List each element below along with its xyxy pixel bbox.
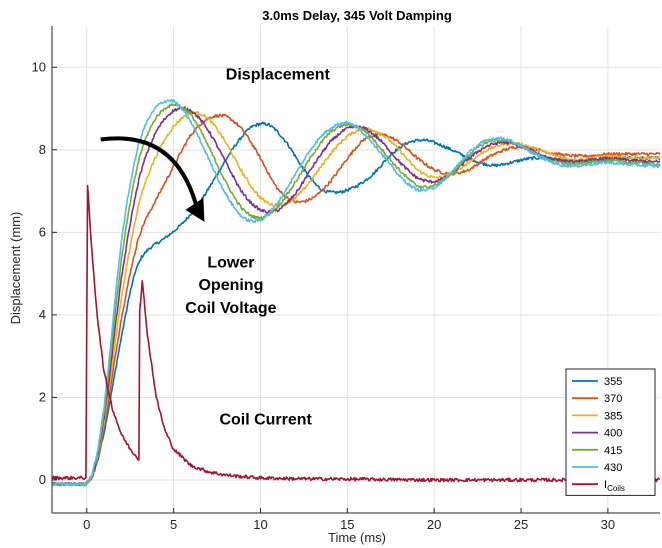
legend-entry: 355 — [604, 376, 622, 388]
x-tick-label: 25 — [514, 517, 528, 532]
x-tick-label: 30 — [601, 517, 615, 532]
annotation-label: Displacement — [226, 67, 331, 84]
y-tick-label: 4 — [39, 307, 46, 322]
legend-entry: 370 — [604, 393, 622, 405]
legend-entry: 430 — [604, 462, 622, 474]
annotation-label: Coil Voltage — [185, 300, 276, 317]
x-axis-title: Time (ms) — [328, 530, 386, 545]
series-line-370 — [51, 113, 661, 487]
x-tick-label: 5 — [170, 517, 177, 532]
legend-entry: 385 — [604, 410, 622, 422]
y-tick-label: 10 — [32, 59, 46, 74]
series-line-430 — [51, 98, 661, 487]
annotations: Displacement Lower Opening Coil Voltage Coil… — [185, 67, 330, 429]
legend-entry: 415 — [604, 445, 622, 457]
curved-arrow-shaft — [100, 136, 200, 211]
chart-title: 3.0ms Delay, 345 Volt Damping — [262, 8, 452, 23]
annotation-label: Lower — [207, 254, 254, 271]
y-axis-title: Displacement (mm) — [8, 212, 23, 325]
grid — [52, 26, 660, 513]
series-line-415 — [51, 103, 661, 487]
x-tick-label: 0 — [83, 517, 90, 532]
y-tick-label: 8 — [39, 142, 46, 157]
curved-arrow-icon — [100, 136, 205, 222]
axes: 0 5 10 15 20 25 30 0 2 4 6 8 10 — [32, 26, 660, 532]
y-tick-label: 6 — [39, 224, 46, 239]
x-tick-label: 15 — [340, 517, 354, 532]
plot-area — [52, 26, 660, 513]
series-line-I_Coils — [51, 184, 661, 483]
series-line-385 — [51, 110, 661, 487]
annotation-label: Opening — [198, 277, 263, 294]
annotation-label: Coil Current — [219, 411, 312, 428]
x-tick-label: 10 — [253, 517, 267, 532]
y-tick-label: 0 — [39, 472, 46, 487]
x-tick-label: 20 — [427, 517, 441, 532]
curved-arrow-head — [185, 197, 205, 222]
y-tick-label: 2 — [39, 389, 46, 404]
legend-entry: 400 — [604, 428, 622, 440]
plot-lines — [51, 98, 661, 487]
